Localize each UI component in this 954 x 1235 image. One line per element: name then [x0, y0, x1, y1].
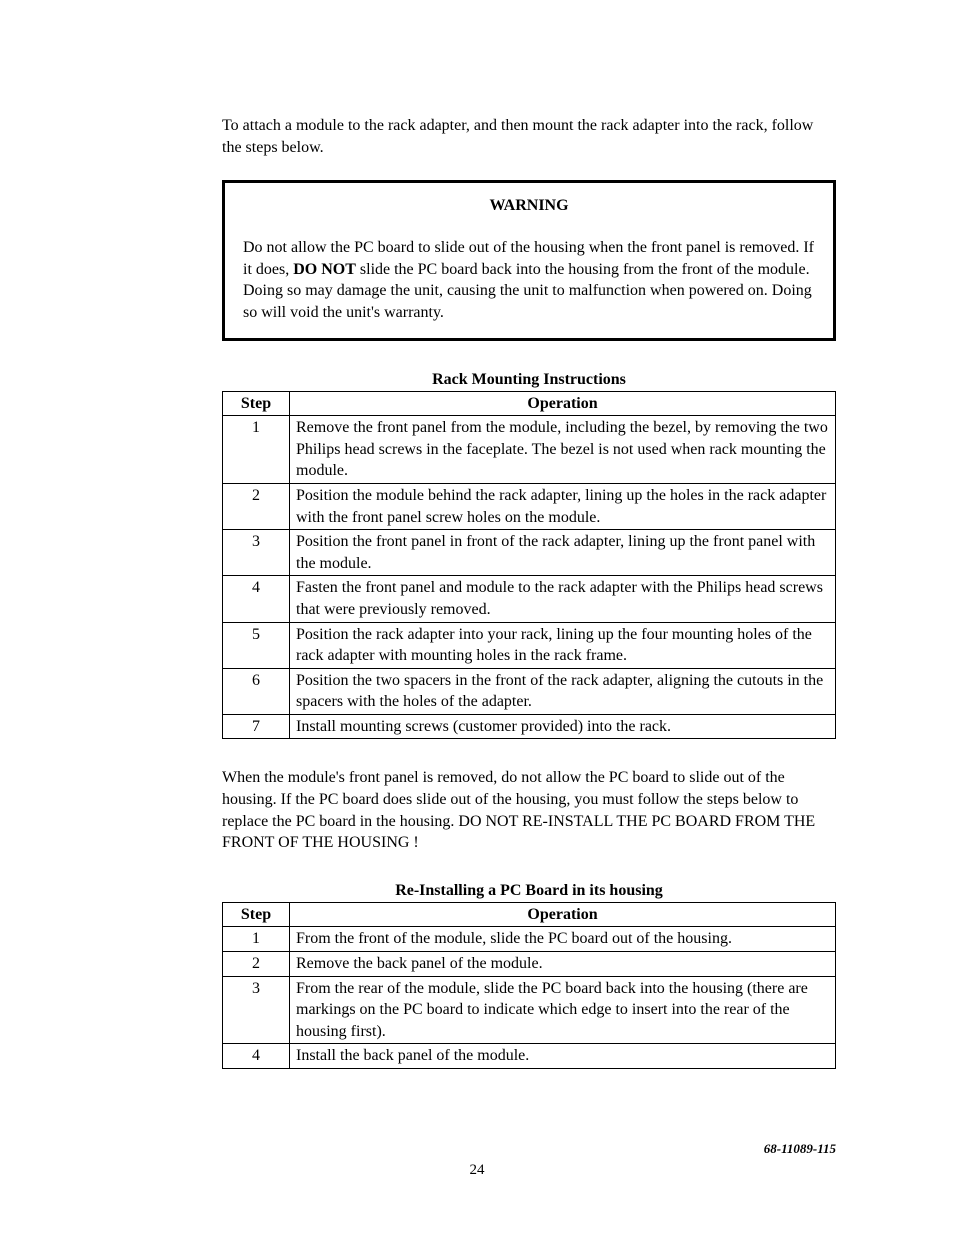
warning-box: WARNING Do not allow the PC board to sli… [222, 180, 836, 340]
step-cell: 7 [223, 714, 290, 739]
table-row: 4Install the back panel of the module. [223, 1044, 836, 1069]
table-row: 2Position the module behind the rack ada… [223, 483, 836, 529]
operation-cell: Position the rack adapter into your rack… [290, 622, 836, 668]
table2-header-operation: Operation [290, 902, 836, 927]
table1-caption: Rack Mounting Instructions [222, 371, 836, 389]
table-row: 1Remove the front panel from the module,… [223, 416, 836, 484]
step-cell: 2 [223, 952, 290, 977]
intro-paragraph: To attach a module to the rack adapter, … [222, 115, 836, 158]
step-cell: 3 [223, 530, 290, 576]
footer-pagenum: 24 [0, 1162, 954, 1179]
operation-cell: Fasten the front panel and module to the… [290, 576, 836, 622]
table1-header-step: Step [223, 391, 290, 416]
step-cell: 5 [223, 622, 290, 668]
operation-cell: Install mounting screws (customer provid… [290, 714, 836, 739]
step-cell: 3 [223, 976, 290, 1044]
warning-text-bold: DO NOT [293, 261, 356, 278]
operation-cell: Remove the front panel from the module, … [290, 416, 836, 484]
table-row: 6Position the two spacers in the front o… [223, 668, 836, 714]
table-header-row: Step Operation [223, 902, 836, 927]
table-row: 4Fasten the front panel and module to th… [223, 576, 836, 622]
page-container: To attach a module to the rack adapter, … [0, 0, 954, 1235]
operation-cell: Remove the back panel of the module. [290, 952, 836, 977]
operation-cell: Position the module behind the rack adap… [290, 483, 836, 529]
table2-caption: Re-Installing a PC Board in its housing [222, 882, 836, 900]
table-row: 7Install mounting screws (customer provi… [223, 714, 836, 739]
table-row: 2Remove the back panel of the module. [223, 952, 836, 977]
step-cell: 1 [223, 416, 290, 484]
operation-cell: From the front of the module, slide the … [290, 927, 836, 952]
step-cell: 6 [223, 668, 290, 714]
table-header-row: Step Operation [223, 391, 836, 416]
step-cell: 4 [223, 1044, 290, 1069]
operation-cell: Position the two spacers in the front of… [290, 668, 836, 714]
footer-docnum: 68-11089-115 [764, 1141, 836, 1157]
warning-body: Do not allow the PC board to slide out o… [243, 237, 815, 323]
mid-paragraph: When the module's front panel is removed… [222, 767, 836, 853]
step-cell: 2 [223, 483, 290, 529]
operation-cell: Position the front panel in front of the… [290, 530, 836, 576]
warning-title: WARNING [243, 197, 815, 215]
reinstall-table: Step Operation 1From the front of the mo… [222, 902, 836, 1069]
table2-header-step: Step [223, 902, 290, 927]
table-row: 5Position the rack adapter into your rac… [223, 622, 836, 668]
rack-mounting-table: Step Operation 1Remove the front panel f… [222, 391, 836, 740]
table-row: 3From the rear of the module, slide the … [223, 976, 836, 1044]
step-cell: 4 [223, 576, 290, 622]
table-row: 3Position the front panel in front of th… [223, 530, 836, 576]
table1-header-operation: Operation [290, 391, 836, 416]
operation-cell: From the rear of the module, slide the P… [290, 976, 836, 1044]
table-row: 1From the front of the module, slide the… [223, 927, 836, 952]
operation-cell: Install the back panel of the module. [290, 1044, 836, 1069]
step-cell: 1 [223, 927, 290, 952]
